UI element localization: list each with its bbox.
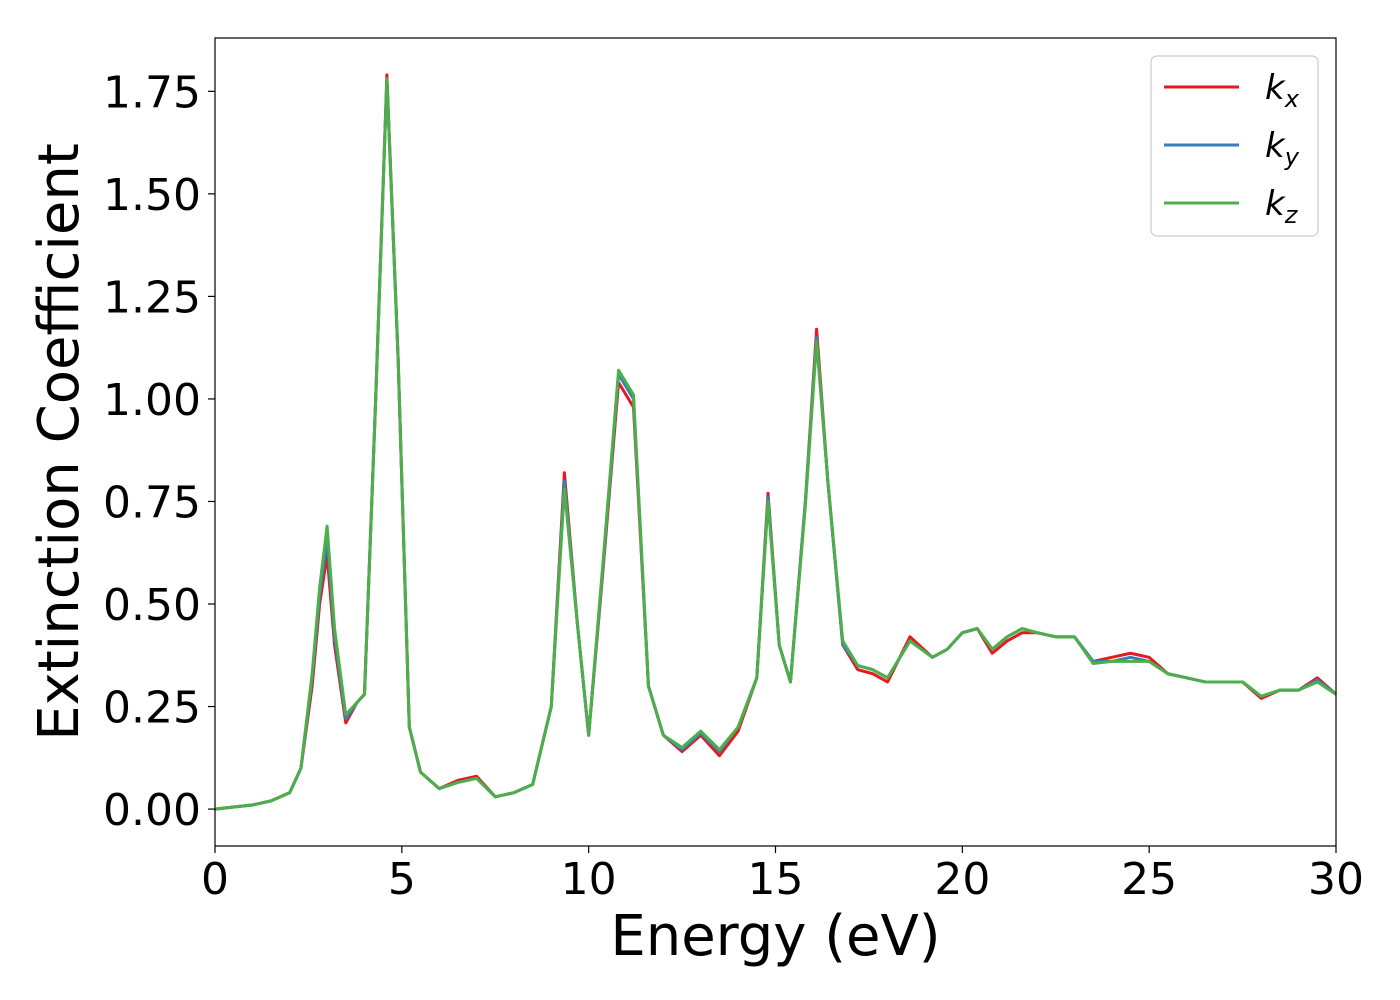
series-lines (214, 73, 1337, 811)
y-axis-label: Extinction Coefficient (27, 143, 92, 741)
x-tick-label: 10 (561, 854, 617, 905)
y-tick-label: 1.50 (103, 170, 201, 221)
x-tick-label: 25 (1121, 854, 1177, 905)
x-tick-label: 15 (748, 854, 804, 905)
y-tick-label: 0.50 (103, 580, 201, 631)
x-tick-label: 5 (388, 854, 416, 905)
y-tick-label: 1.00 (103, 375, 201, 426)
y-tick-label: 0.25 (103, 683, 201, 734)
legend-label-k-z: kz (1265, 184, 1299, 229)
legend-label-k-x: kx (1265, 68, 1300, 113)
y-axis-ticks: 0.00 0.25 0.50 0.75 1.00 1.25 1.50 1.75 (103, 67, 215, 836)
y-tick-label: 1.75 (103, 67, 201, 118)
legend: kx ky kz (1150, 55, 1319, 237)
y-tick-label: 0.00 (103, 785, 201, 836)
x-tick-label: 20 (934, 854, 990, 905)
y-tick-label: 0.75 (103, 477, 201, 528)
x-tick-label: 30 (1308, 854, 1364, 905)
x-axis-label: Energy (eV) (610, 904, 940, 969)
legend-label-k-y: ky (1265, 126, 1300, 171)
x-axis-ticks: 0 5 10 15 20 25 30 (201, 846, 1364, 905)
plot-area (214, 37, 1337, 847)
x-tick-label: 0 (201, 854, 229, 905)
y-tick-label: 1.25 (103, 272, 201, 323)
series-line-k-z (214, 77, 1337, 811)
